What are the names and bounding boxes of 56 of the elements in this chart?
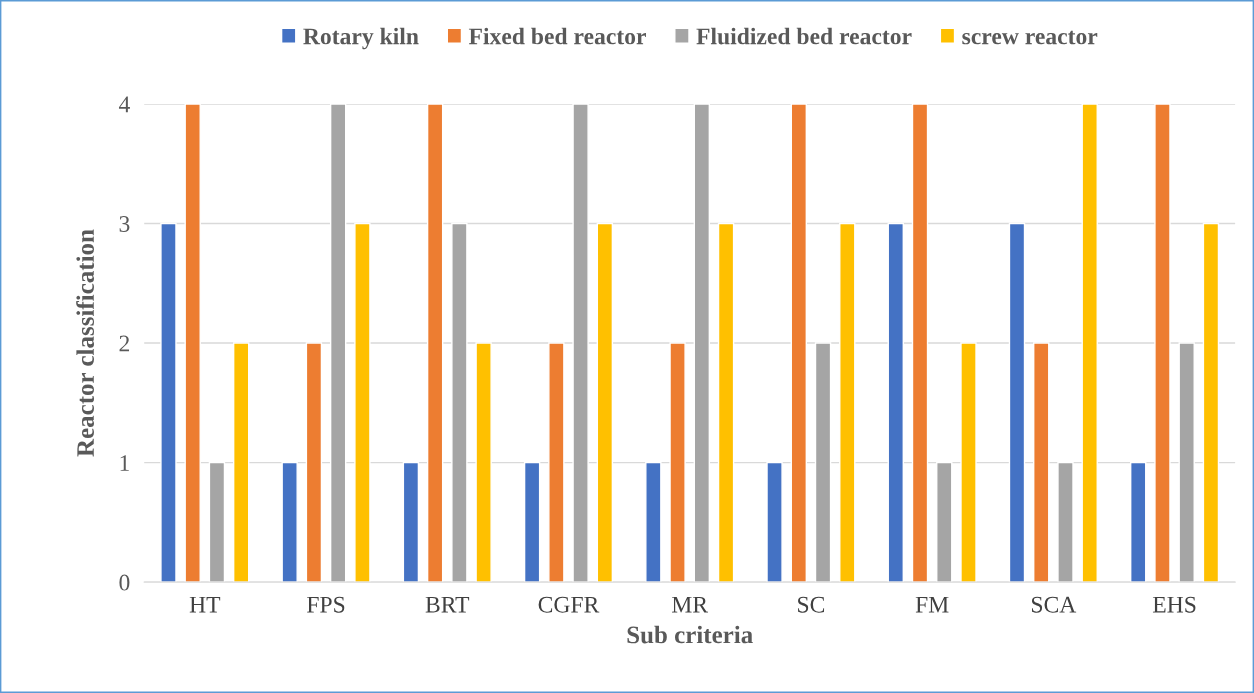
bar	[451, 222, 468, 583]
y-tick-label: 0	[119, 574, 130, 591]
bar	[184, 103, 201, 583]
bar	[160, 222, 177, 583]
bar	[1057, 461, 1074, 583]
bar	[523, 461, 541, 583]
bar	[717, 222, 735, 583]
x-tick-label: CGFR	[538, 596, 600, 613]
bar	[887, 222, 904, 583]
x-tick-label: SCA	[1031, 596, 1077, 613]
bar	[354, 222, 371, 583]
legend-label: screw reactor	[962, 30, 1098, 45]
legend-label: Fixed bed reactor	[468, 27, 646, 45]
x-tick-label: EHS	[1152, 596, 1196, 613]
x-axis-title: Sub criteria	[627, 625, 753, 644]
y-tick-label: 4	[118, 96, 130, 113]
bar	[839, 222, 856, 583]
bar	[596, 222, 614, 583]
bar	[693, 103, 711, 583]
bar	[548, 342, 565, 583]
bar	[1154, 103, 1171, 583]
bar	[572, 103, 589, 583]
x-tick-label: BRT	[425, 596, 470, 613]
bar	[645, 461, 662, 583]
bar	[208, 461, 226, 583]
x-tick-label: FPS	[307, 596, 345, 613]
y-axis-title: Reactor classification	[76, 229, 94, 457]
bar	[1008, 222, 1026, 583]
bar	[329, 103, 347, 583]
x-tick-label: SC	[798, 596, 825, 613]
bar	[1178, 342, 1195, 583]
bar	[402, 461, 420, 583]
bar	[960, 342, 977, 583]
bar	[766, 461, 783, 583]
bar	[281, 461, 298, 583]
y-tick-label: 3	[119, 216, 130, 232]
bar	[305, 342, 323, 583]
bar	[1130, 461, 1147, 583]
x-tick-label: MR	[672, 596, 709, 613]
y-tick-label: 1	[120, 455, 129, 471]
bar	[911, 103, 929, 583]
x-tick-label: FM	[915, 596, 949, 613]
bar	[1202, 222, 1220, 583]
legend-label: Fluidized bed reactor	[696, 27, 912, 45]
bar	[669, 342, 686, 583]
bar	[1033, 342, 1050, 583]
bar	[1081, 103, 1098, 583]
x-tick-label: HT	[189, 596, 221, 613]
bar	[232, 342, 250, 583]
bar	[814, 342, 832, 583]
legend-label: Rotary kiln	[303, 27, 419, 50]
bar	[426, 103, 444, 583]
bar	[790, 103, 808, 583]
y-tick-label: 2	[119, 335, 130, 352]
bar	[936, 461, 953, 583]
bar	[475, 342, 492, 583]
